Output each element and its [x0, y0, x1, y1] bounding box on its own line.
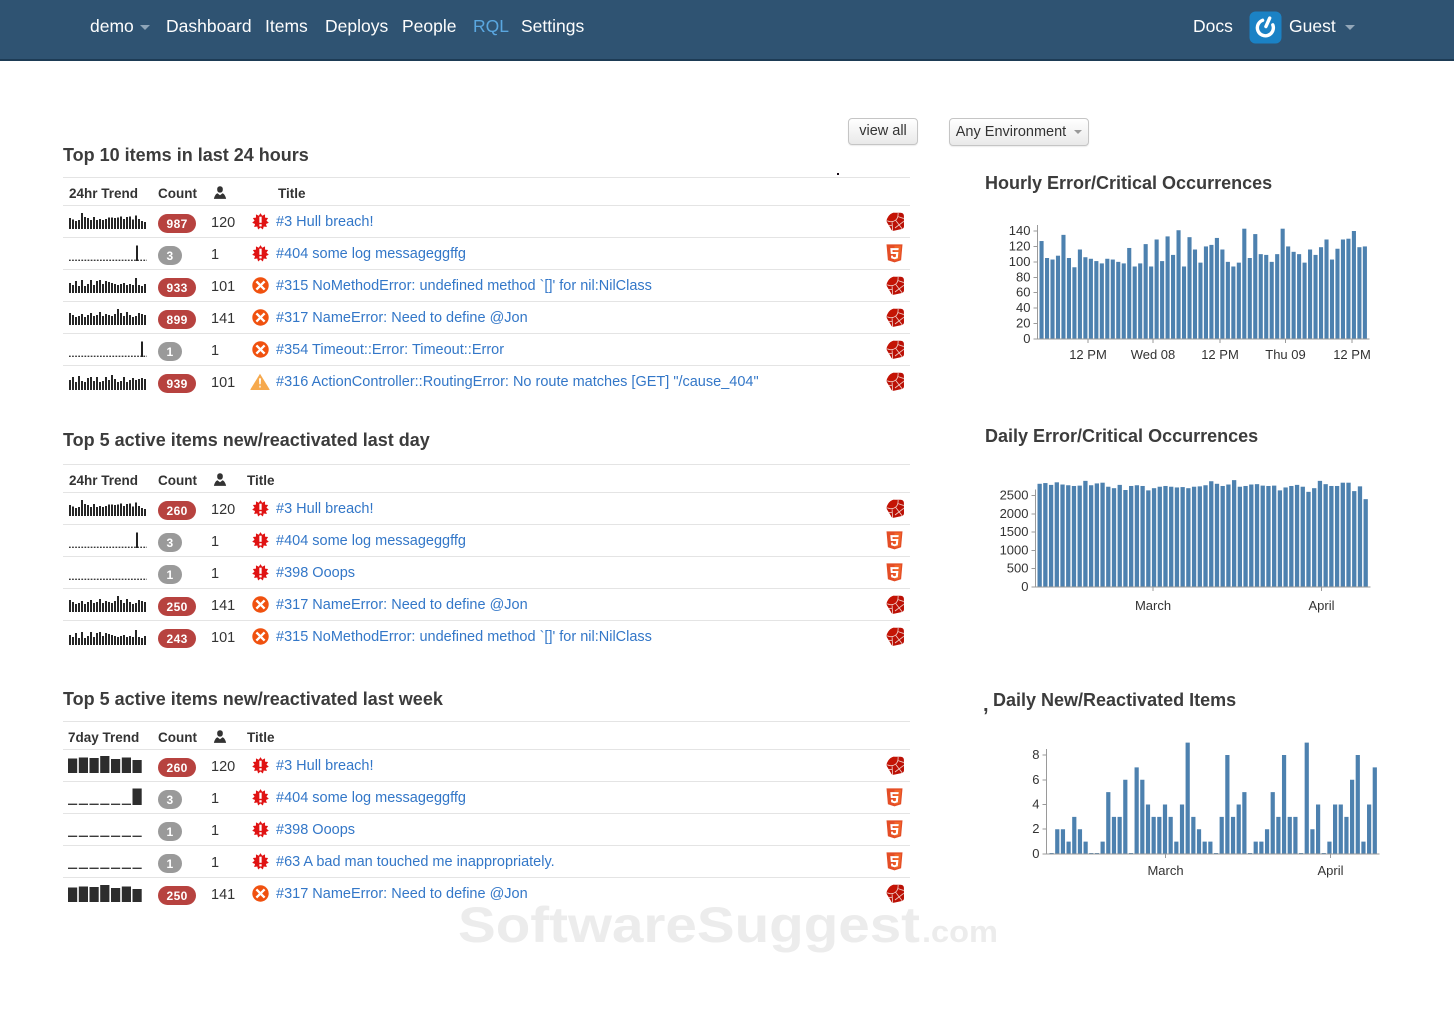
- svg-text:1500: 1500: [1000, 524, 1029, 539]
- svg-text:0: 0: [1021, 579, 1028, 594]
- svg-text:SoftwareSuggest: SoftwareSuggest: [458, 903, 920, 953]
- svg-text:0: 0: [1032, 846, 1039, 861]
- svg-text:8: 8: [1032, 747, 1039, 762]
- svg-text:.com: .com: [922, 914, 998, 949]
- svg-text:0: 0: [1023, 331, 1030, 346]
- svg-text:April: April: [1317, 863, 1343, 878]
- svg-text:2: 2: [1032, 821, 1039, 836]
- svg-text:March: March: [1135, 598, 1171, 613]
- svg-text:80: 80: [1016, 269, 1030, 284]
- svg-text:140: 140: [1009, 223, 1031, 238]
- svg-text:2500: 2500: [1000, 488, 1029, 503]
- svg-text:6: 6: [1032, 772, 1039, 787]
- svg-text:April: April: [1308, 598, 1334, 613]
- svg-text:March: March: [1147, 863, 1183, 878]
- svg-text:120: 120: [1009, 238, 1031, 253]
- svg-text:Thu 09: Thu 09: [1265, 347, 1305, 362]
- svg-text:1000: 1000: [1000, 542, 1029, 557]
- svg-text:12 PM: 12 PM: [1069, 347, 1107, 362]
- svg-text:20: 20: [1016, 316, 1030, 331]
- svg-text:2000: 2000: [1000, 506, 1029, 521]
- svg-text:Wed 08: Wed 08: [1131, 347, 1176, 362]
- svg-text:60: 60: [1016, 285, 1030, 300]
- svg-text:40: 40: [1016, 300, 1030, 315]
- svg-text:4: 4: [1032, 797, 1039, 812]
- svg-text:12 PM: 12 PM: [1333, 347, 1371, 362]
- svg-text:12 PM: 12 PM: [1201, 347, 1239, 362]
- svg-text:100: 100: [1009, 254, 1031, 269]
- svg-text:500: 500: [1007, 561, 1029, 576]
